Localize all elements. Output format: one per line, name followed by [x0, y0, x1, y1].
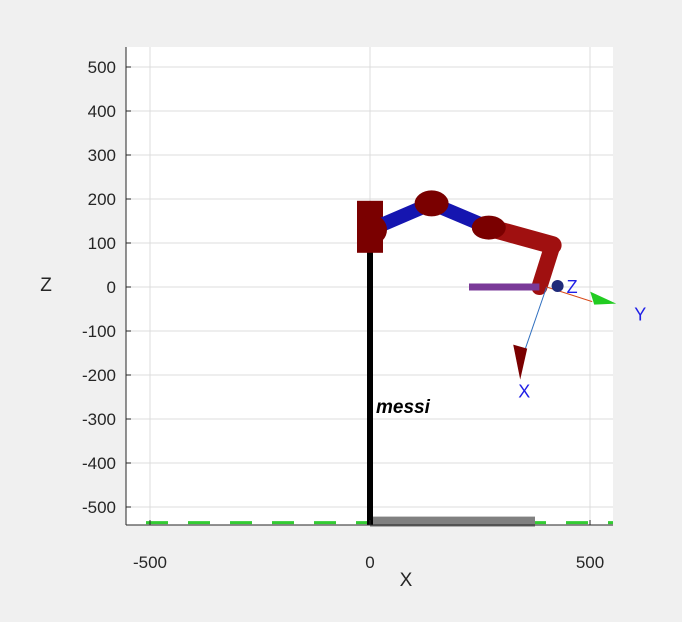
z-tick-label: -300: [82, 410, 116, 429]
x-tick-labels: -500 0 500: [133, 520, 604, 572]
x-tick-label: 500: [576, 553, 604, 572]
frame-y-arrowhead: [590, 291, 617, 305]
frame-y-label: Y: [634, 305, 646, 325]
z-tick-labels: 500 400 300 200 100 0 -100 -200 -300 -400 -500: [82, 58, 131, 517]
z-tick-label: 0: [107, 278, 116, 297]
frame-x-arrowhead: [513, 344, 528, 380]
joint-wrist: [471, 215, 506, 240]
robot-name-annotation: messi: [376, 397, 431, 418]
z-tick-label: 500: [88, 58, 116, 77]
z-tick-label: 100: [88, 234, 116, 253]
robot-arm: [357, 190, 562, 525]
joint-elbow: [414, 190, 449, 217]
wrist-drop-link: [531, 237, 561, 295]
z-tick-label: -400: [82, 454, 116, 473]
z-tick-label: 200: [88, 190, 116, 209]
z-tick-label: -500: [82, 498, 116, 517]
frame-z-arrowhead: [551, 280, 564, 292]
z-tick-label: -200: [82, 366, 116, 385]
frame-x-label: X: [518, 382, 530, 402]
x-tick-label: 0: [365, 553, 374, 572]
joint-shoulder: [357, 214, 387, 245]
z-tick-label: 300: [88, 146, 116, 165]
end-effector-frame: X Y Z: [513, 277, 646, 402]
robot-shadow: [370, 516, 535, 527]
x-tick-label: -500: [133, 553, 167, 572]
frame-z-label: Z: [567, 277, 578, 297]
z-tick-label: 400: [88, 102, 116, 121]
x-axis-label: X: [400, 570, 413, 591]
z-tick-label: -100: [82, 322, 116, 341]
floor-plane: [146, 516, 613, 527]
z-axis-label: Z: [40, 275, 52, 296]
